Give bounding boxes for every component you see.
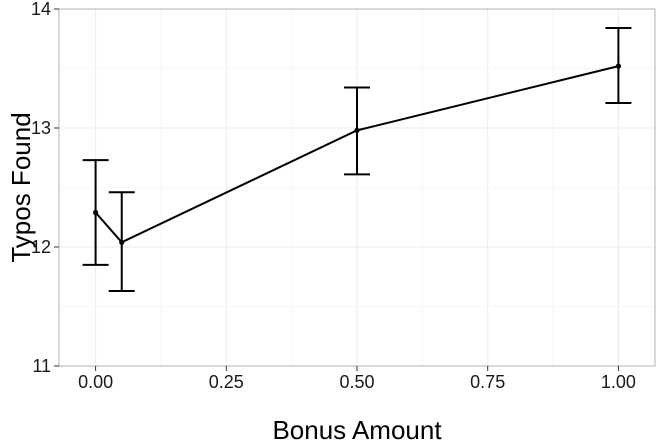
x-tick-label: 0.50 <box>339 372 374 392</box>
data-point <box>615 63 622 69</box>
y-tick-label: 14 <box>31 0 51 19</box>
x-axis-title: Bonus Amount <box>272 415 442 445</box>
data-points <box>92 63 622 245</box>
y-axis: 11 12 13 14 <box>31 0 59 376</box>
data-point <box>92 209 99 216</box>
y-tick-label: 13 <box>31 118 51 138</box>
data-point <box>119 239 125 245</box>
series-line <box>94 65 619 244</box>
data-point <box>354 127 360 133</box>
y-tick-label: 12 <box>31 237 51 257</box>
x-axis: 0.00 0.25 0.50 0.75 1.00 <box>78 366 636 392</box>
y-tick-label: 11 <box>32 356 51 376</box>
x-tick-label: 1.00 <box>601 372 636 392</box>
x-tick-label: 0.75 <box>470 372 505 392</box>
y-axis-title: Typos Found <box>6 112 36 262</box>
x-tick-label: 0.00 <box>78 372 113 392</box>
x-tick-label: 0.25 <box>209 372 244 392</box>
